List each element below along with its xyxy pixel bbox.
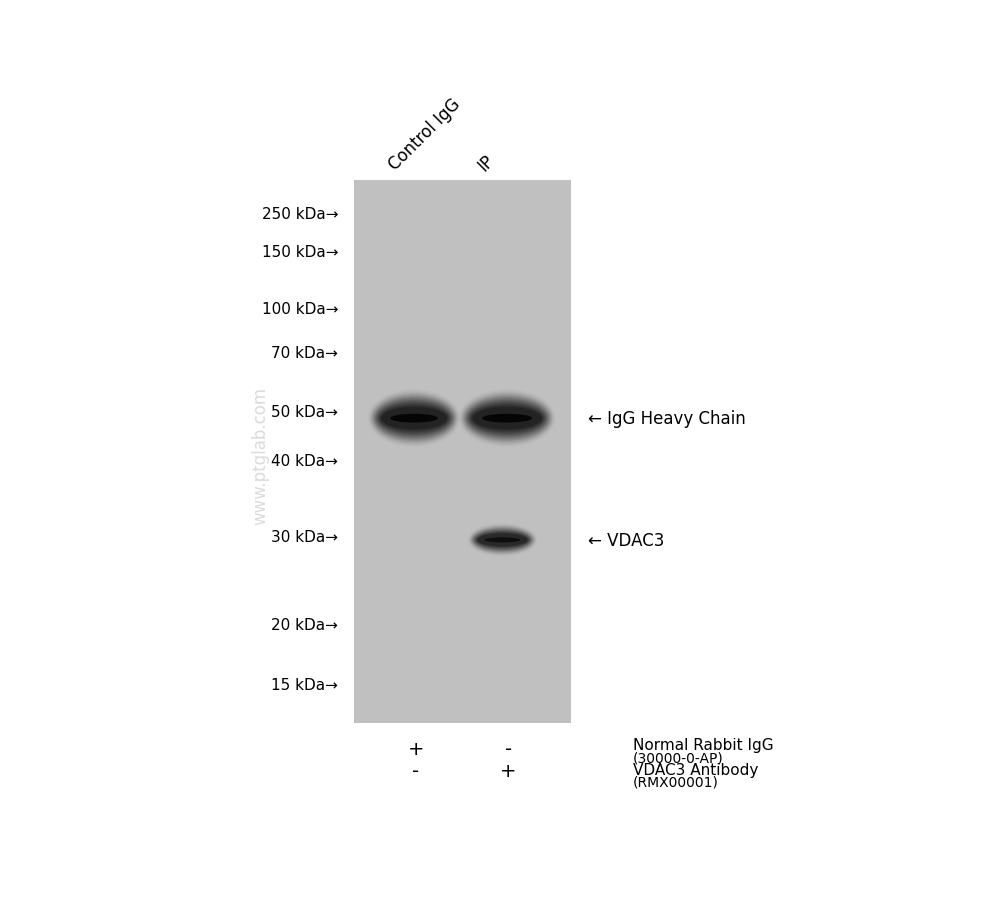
Text: +: +: [500, 761, 517, 780]
Text: VDAC3 Antibody: VDAC3 Antibody: [633, 762, 758, 777]
Ellipse shape: [473, 408, 542, 430]
Ellipse shape: [471, 406, 543, 431]
Ellipse shape: [466, 399, 548, 438]
Ellipse shape: [482, 414, 532, 423]
Ellipse shape: [472, 529, 533, 552]
Text: Normal Rabbit IgG: Normal Rabbit IgG: [633, 738, 773, 752]
Ellipse shape: [380, 406, 448, 431]
Text: 20 kDa→: 20 kDa→: [271, 618, 338, 632]
Ellipse shape: [377, 402, 451, 436]
Text: Control IgG: Control IgG: [385, 96, 464, 174]
Ellipse shape: [467, 400, 547, 437]
Ellipse shape: [376, 400, 452, 437]
Ellipse shape: [470, 526, 535, 555]
Ellipse shape: [477, 533, 528, 548]
Text: 250 kDa→: 250 kDa→: [262, 207, 338, 221]
Ellipse shape: [460, 391, 554, 446]
Ellipse shape: [464, 396, 550, 441]
Ellipse shape: [372, 395, 456, 443]
Ellipse shape: [461, 393, 553, 444]
Ellipse shape: [475, 531, 530, 549]
Ellipse shape: [463, 395, 552, 443]
Ellipse shape: [459, 391, 555, 447]
Ellipse shape: [476, 532, 529, 548]
Text: -: -: [412, 761, 419, 780]
Ellipse shape: [484, 538, 520, 543]
Ellipse shape: [370, 391, 459, 446]
Text: www.ptglab.com: www.ptglab.com: [252, 387, 270, 524]
Text: 30 kDa→: 30 kDa→: [271, 529, 338, 544]
Text: ← VDAC3: ← VDAC3: [588, 531, 665, 549]
Ellipse shape: [378, 403, 450, 434]
Ellipse shape: [390, 414, 438, 423]
Text: ← IgG Heavy Chain: ← IgG Heavy Chain: [588, 410, 746, 428]
Ellipse shape: [379, 405, 449, 433]
Ellipse shape: [469, 525, 536, 556]
Ellipse shape: [478, 534, 527, 547]
Text: IP: IP: [475, 151, 498, 174]
Text: 150 kDa→: 150 kDa→: [262, 244, 338, 260]
Text: 100 kDa→: 100 kDa→: [262, 302, 338, 318]
Text: 40 kDa→: 40 kDa→: [271, 454, 338, 468]
Ellipse shape: [375, 399, 453, 438]
Ellipse shape: [465, 398, 549, 440]
Ellipse shape: [474, 530, 530, 550]
Text: 50 kDa→: 50 kDa→: [271, 404, 338, 419]
Ellipse shape: [371, 393, 458, 444]
Ellipse shape: [470, 527, 534, 554]
Ellipse shape: [474, 529, 531, 551]
Text: 70 kDa→: 70 kDa→: [271, 345, 338, 360]
Text: (RMX00001): (RMX00001): [633, 775, 718, 789]
Text: +: +: [407, 739, 424, 758]
Ellipse shape: [374, 398, 454, 440]
Bar: [354, 181, 571, 723]
Text: (30000-0-AP): (30000-0-AP): [633, 750, 723, 765]
Ellipse shape: [473, 529, 532, 551]
Text: 15 kDa→: 15 kDa→: [271, 677, 338, 692]
Ellipse shape: [468, 524, 537, 557]
Ellipse shape: [381, 408, 447, 430]
Ellipse shape: [468, 402, 546, 436]
Ellipse shape: [369, 391, 460, 447]
Ellipse shape: [471, 528, 534, 553]
Ellipse shape: [469, 403, 545, 434]
Ellipse shape: [373, 396, 455, 441]
Ellipse shape: [470, 405, 544, 433]
Text: -: -: [505, 739, 512, 758]
